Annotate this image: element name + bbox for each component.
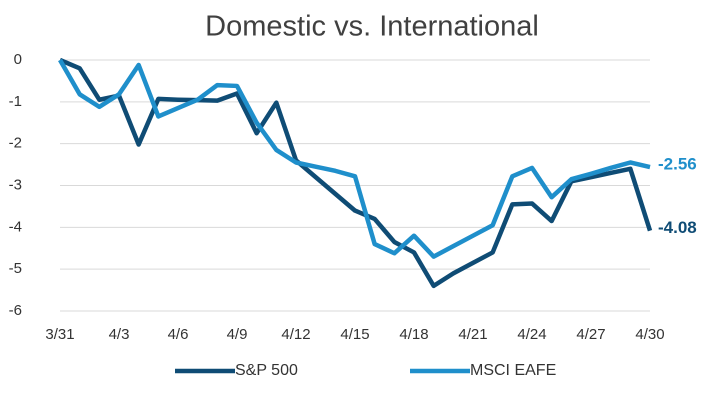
x-tick-label: 4/30 [635,326,664,343]
data-label: -2.56 [658,155,697,174]
y-tick-label: -6 [9,302,22,319]
y-tick-label: -5 [9,260,22,277]
legend-label: S&P 500 [235,362,298,379]
x-tick-label: 4/3 [109,326,130,343]
y-tick-label: -4 [9,218,22,235]
legend-label: MSCI EAFE [470,362,556,379]
x-tick-label: 4/6 [168,326,189,343]
x-tick-label: 3/31 [45,326,74,343]
data-label: -4.08 [658,218,697,237]
y-tick-label: 0 [14,51,22,68]
x-tick-label: 4/9 [227,326,248,343]
x-tick-label: 4/27 [576,326,605,343]
y-tick-label: -2 [9,135,22,152]
y-tick-label: -3 [9,176,22,193]
x-tick-label: 4/12 [281,326,310,343]
x-tick-label: 4/18 [399,326,428,343]
y-tick-label: -1 [9,93,22,110]
x-tick-label: 4/15 [340,326,369,343]
series-line [59,57,653,289]
x-tick-label: 4/21 [458,326,487,343]
series-line [58,58,651,259]
chart-title: Domestic vs. International [205,11,539,43]
x-tick-label: 4/24 [517,326,546,343]
